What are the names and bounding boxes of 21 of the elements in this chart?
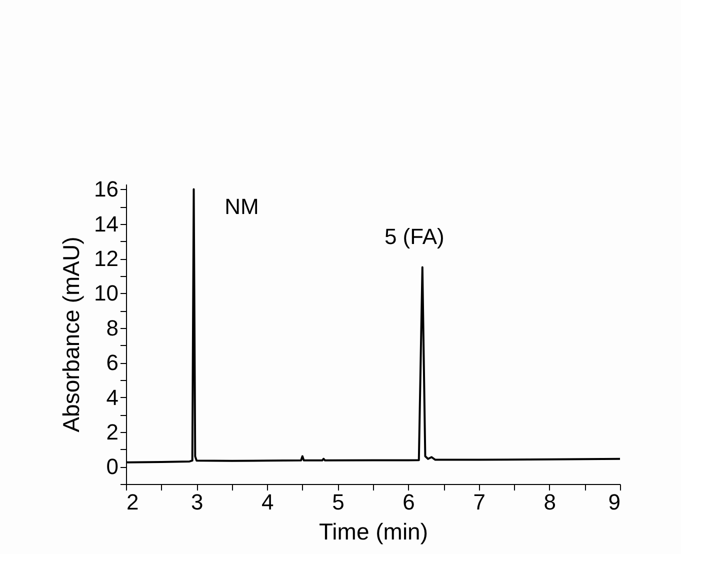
x-tick-label: 8 bbox=[544, 490, 556, 514]
x-tick-label: 2 bbox=[126, 490, 139, 514]
y-tick-label: 16 bbox=[94, 176, 118, 202]
y-tick-label: 14 bbox=[94, 211, 118, 236]
x-tick-label: 4 bbox=[262, 490, 274, 514]
x-tick-label: 3 bbox=[190, 490, 204, 514]
annotation: 5 (FA) bbox=[384, 224, 444, 250]
y-tick-label: 4 bbox=[106, 384, 118, 410]
y-axis-title: Absorbance (mAU) bbox=[58, 236, 84, 432]
y-tick-label: 6 bbox=[106, 350, 118, 376]
x-tick-label: 6 bbox=[402, 490, 415, 514]
x-axis-title: Time (min) bbox=[318, 518, 428, 544]
y-tick-label: 2 bbox=[106, 419, 118, 444]
annotation: NM bbox=[224, 194, 259, 220]
x-tick-label: 7 bbox=[473, 490, 486, 514]
y-tick-label: 0 bbox=[106, 454, 118, 480]
y-tick-label: 12 bbox=[94, 246, 118, 272]
y-tick-label: 10 bbox=[94, 280, 118, 306]
x-tick-label: 9 bbox=[608, 490, 620, 514]
y-tick-label: 8 bbox=[106, 315, 118, 340]
x-tick-label: 5 bbox=[332, 490, 344, 514]
